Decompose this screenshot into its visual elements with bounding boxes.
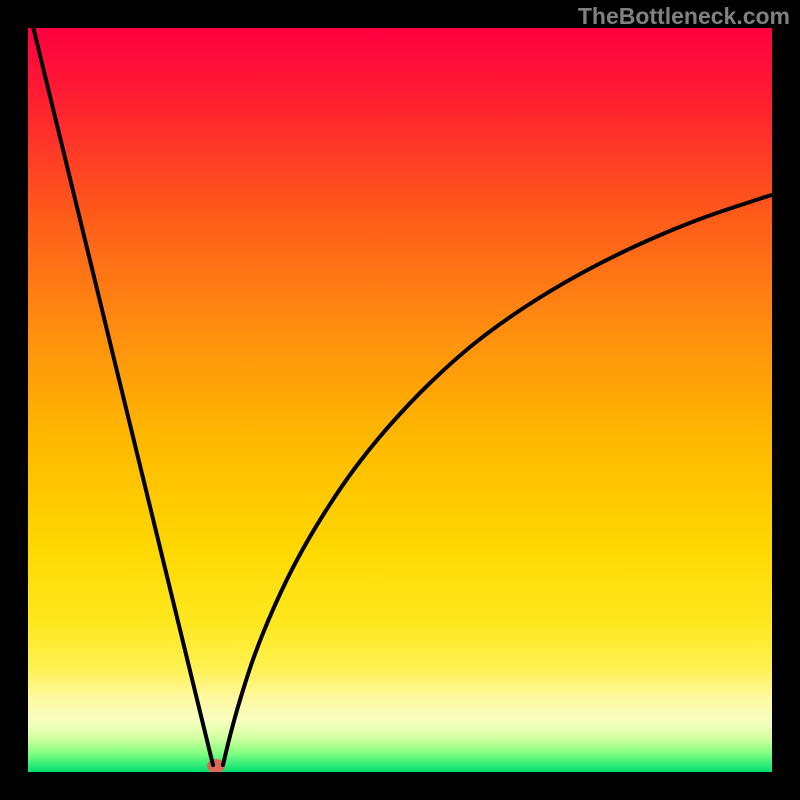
- gradient-background: [28, 28, 772, 772]
- chart-border: [772, 0, 800, 800]
- watermark-text: TheBottleneck.com: [578, 3, 790, 30]
- chart-border: [0, 772, 800, 800]
- chart-border: [0, 0, 28, 800]
- bottleneck-chart: [0, 0, 800, 800]
- chart-frame: TheBottleneck.com: [0, 0, 800, 800]
